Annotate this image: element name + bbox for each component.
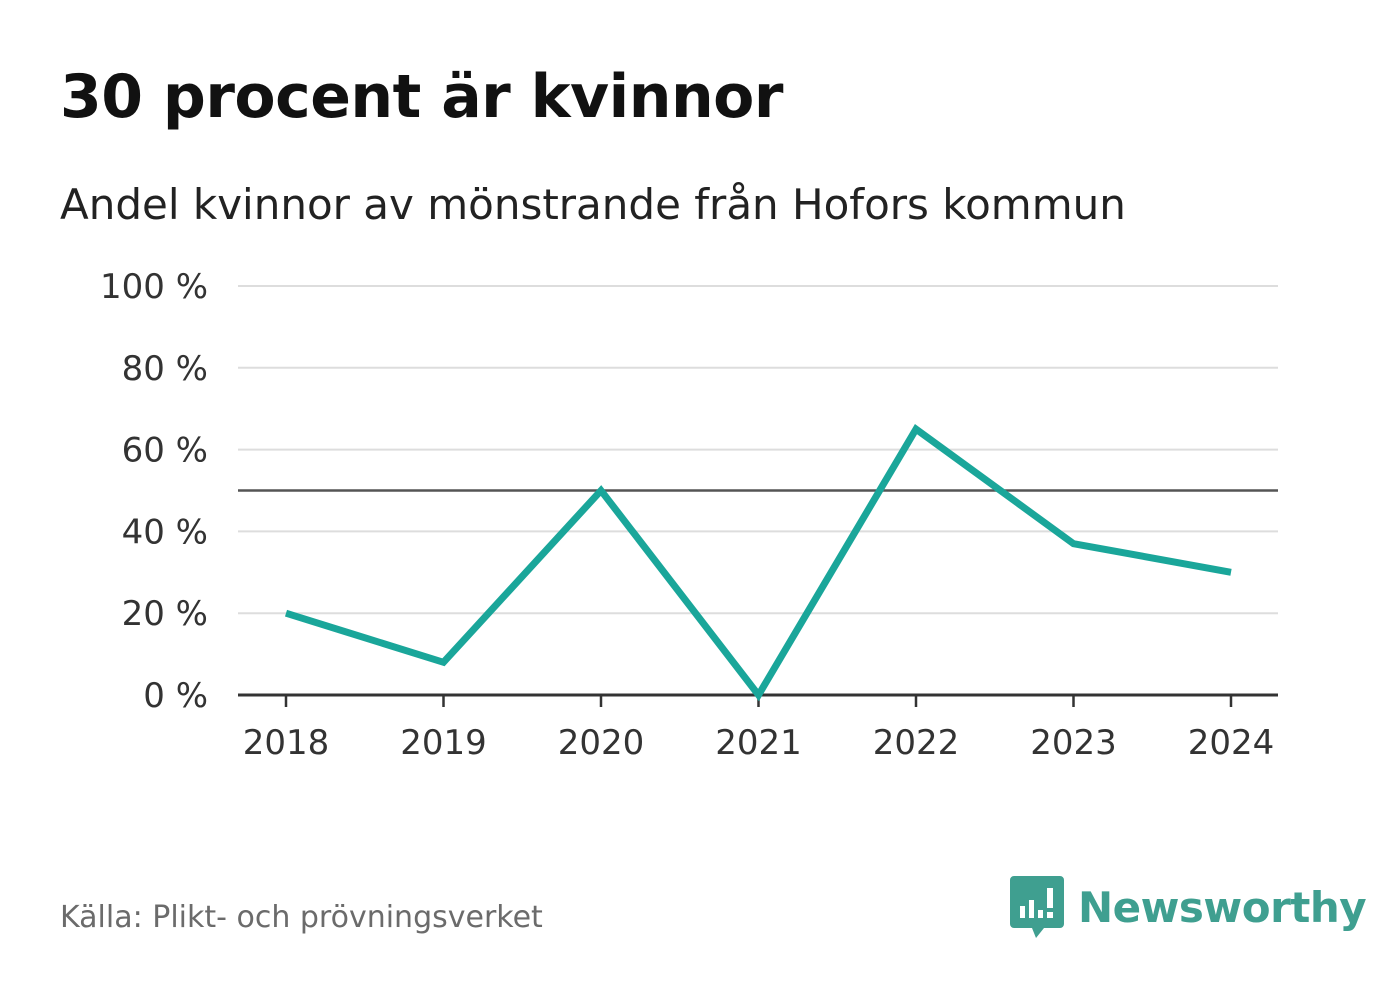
brand-logo: Newsworthy — [1010, 876, 1367, 938]
x-tick-label: 2019 — [400, 723, 487, 763]
y-tick-label: 60 % — [122, 431, 208, 471]
y-tick-label: 100 % — [100, 267, 208, 307]
y-tick-label: 0 % — [143, 676, 208, 716]
source-note: Källa: Plikt- och prövningsverket — [60, 900, 543, 935]
y-tick-label: 80 % — [122, 349, 208, 389]
x-tick-label: 2022 — [873, 723, 960, 763]
x-tick-label: 2020 — [558, 723, 645, 763]
x-tick-label: 2024 — [1188, 723, 1275, 763]
newsworthy-logo-icon — [1010, 876, 1064, 938]
x-tick-label: 2021 — [715, 723, 802, 763]
series-line-0 — [284, 424, 1232, 702]
y-tick-label: 20 % — [122, 594, 208, 634]
line-chart: 0 % 20 % 40 % 60 % 80 % 100 % 2018 2019 2020 2021… — [100, 267, 1278, 763]
x-tick-label: 2018 — [243, 723, 330, 763]
brand-name: Newsworthy — [1078, 882, 1367, 932]
x-tick-label: 2023 — [1030, 723, 1117, 763]
y-tick-label: 40 % — [122, 512, 208, 552]
chart-title: 30 procent är kvinnor — [60, 62, 783, 132]
chart-subtitle: Andel kvinnor av mönstrande från Hofors … — [60, 180, 1126, 229]
